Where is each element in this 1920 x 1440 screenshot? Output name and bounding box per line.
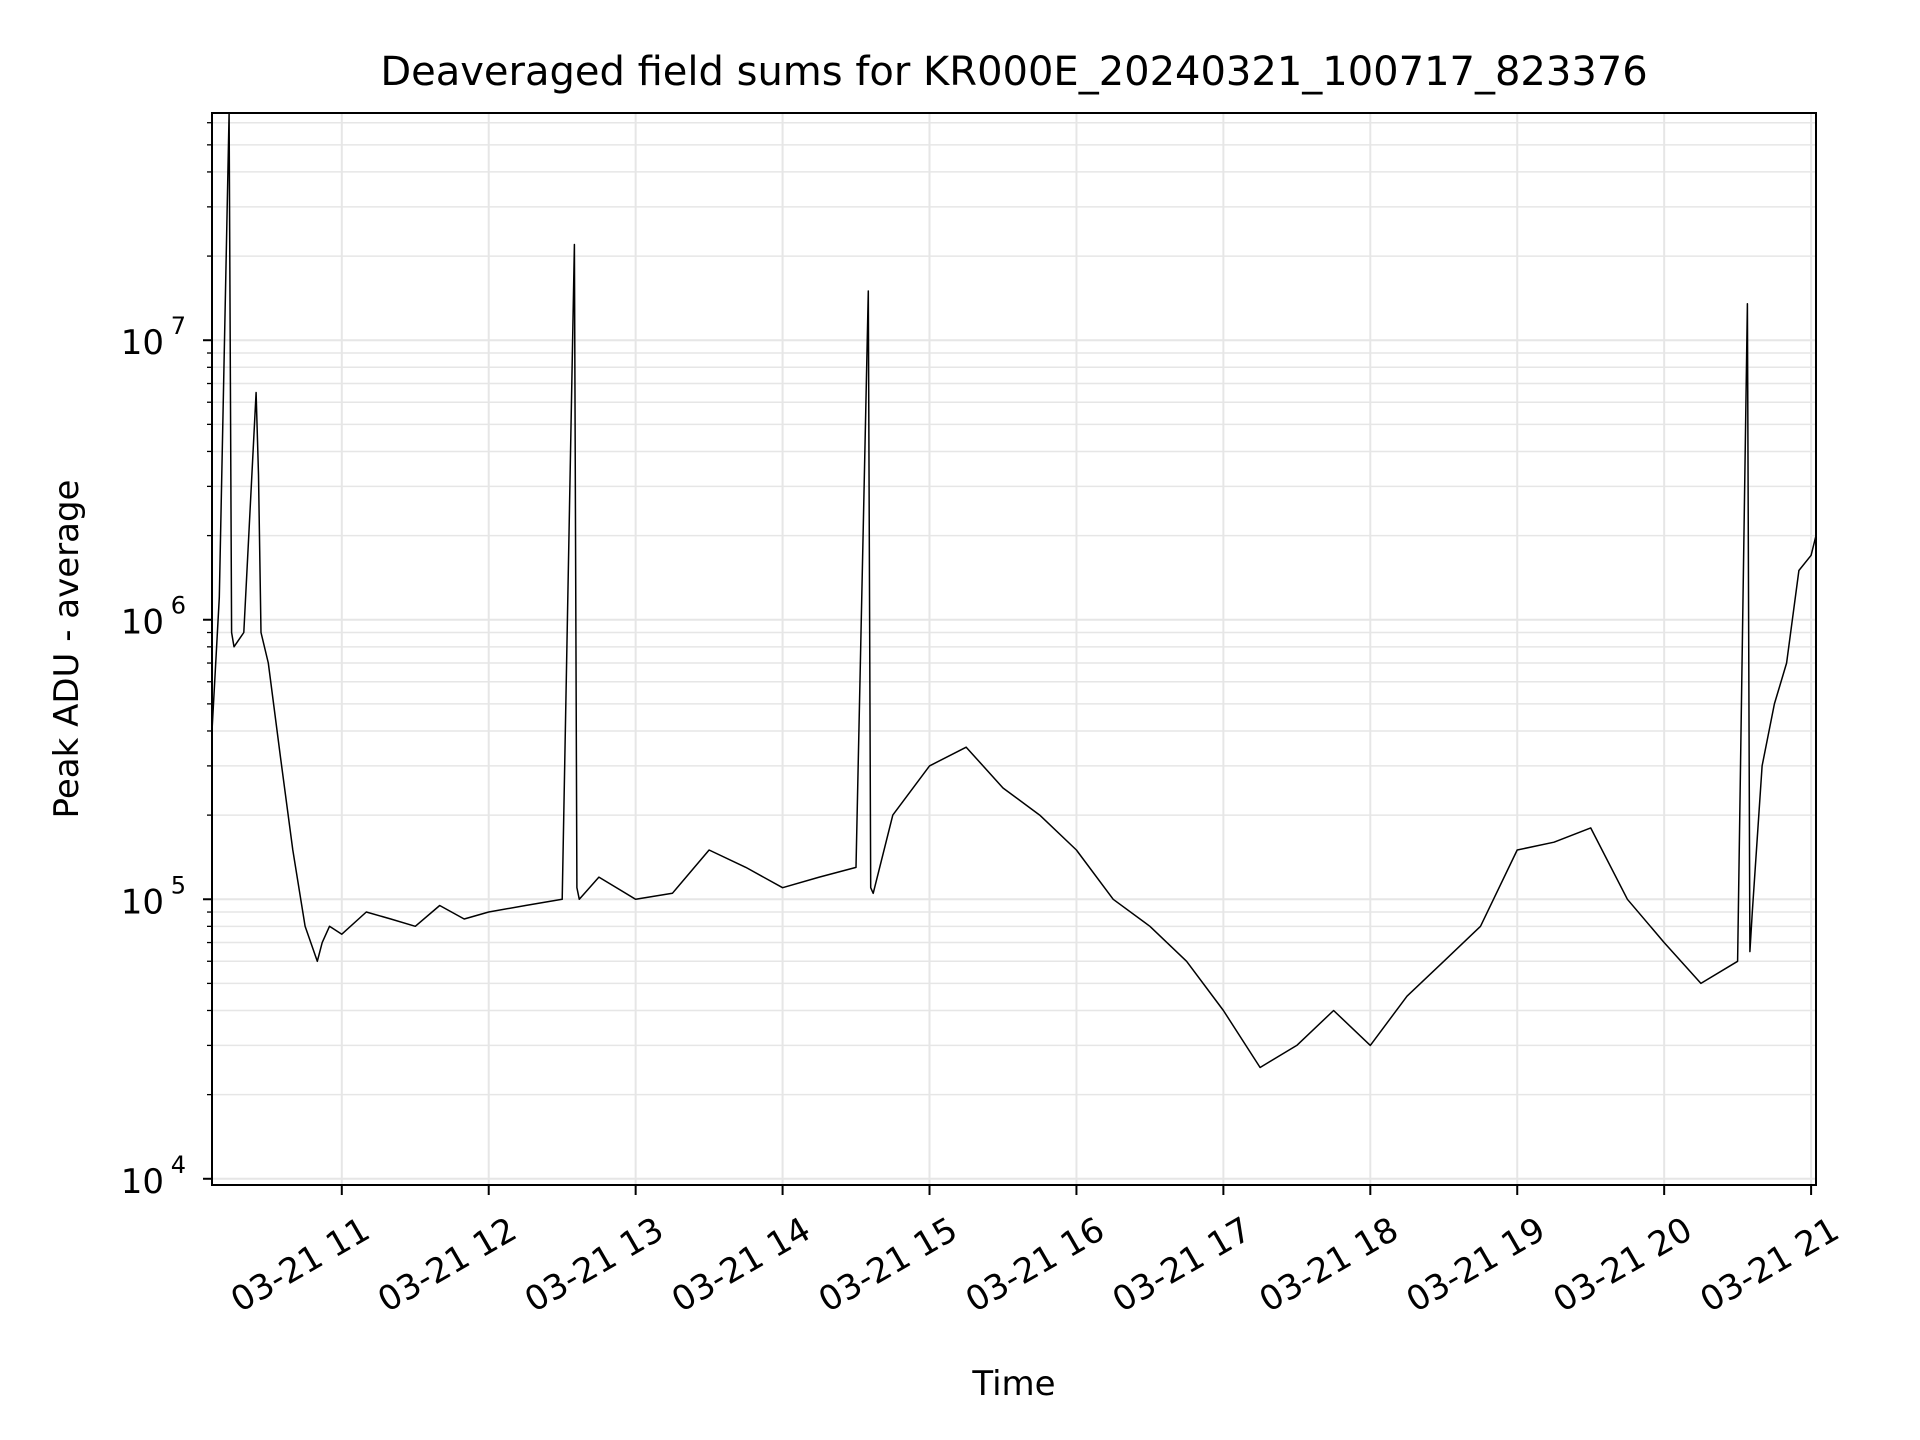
- x-tick-label: 03-21 16: [959, 1210, 1111, 1321]
- y-tick-label-exponent: 5: [171, 871, 186, 899]
- y-tick-label-exponent: 7: [171, 312, 186, 340]
- y-tick-label-base: 10: [121, 1162, 164, 1202]
- x-tick-label: 03-21 11: [224, 1210, 376, 1321]
- y-tick-label: 10 7: [121, 312, 186, 363]
- y-tick-label-base: 10: [121, 882, 164, 922]
- y-tick-label: 10 6: [121, 592, 186, 643]
- x-tick-label: 03-21 13: [518, 1210, 670, 1321]
- x-tick-label: 03-21 17: [1106, 1210, 1258, 1321]
- x-tick-label: 03-21 12: [371, 1210, 523, 1321]
- y-tick-label-base: 10: [121, 323, 164, 363]
- series-line-0: [211, 112, 1817, 1069]
- x-tick-label: 03-21 19: [1400, 1210, 1552, 1321]
- plot-frame: [211, 112, 1817, 1186]
- y-axis-label: Peak ADU - average: [47, 480, 87, 819]
- series-layer: [211, 112, 1817, 1069]
- x-tick-label: 03-21 21: [1694, 1210, 1846, 1321]
- chart-title: Deaveraged field sums for KR000E_2024032…: [380, 49, 1647, 95]
- y-tick-label: 10 4: [121, 1151, 186, 1202]
- y-tick-label-exponent: 6: [171, 592, 186, 620]
- y-tick-label: 10 5: [121, 871, 186, 922]
- x-tick-label: 03-21 20: [1547, 1210, 1699, 1321]
- x-tick-label: 03-21 14: [665, 1210, 817, 1321]
- x-axis-label: Time: [971, 1364, 1055, 1404]
- grid-layer: [212, 113, 1816, 1185]
- y-tick-label-base: 10: [121, 603, 164, 643]
- y-tick-label-exponent: 4: [171, 1151, 186, 1179]
- x-tick-label: 03-21 18: [1253, 1210, 1405, 1321]
- x-tick-label: 03-21 15: [812, 1210, 964, 1321]
